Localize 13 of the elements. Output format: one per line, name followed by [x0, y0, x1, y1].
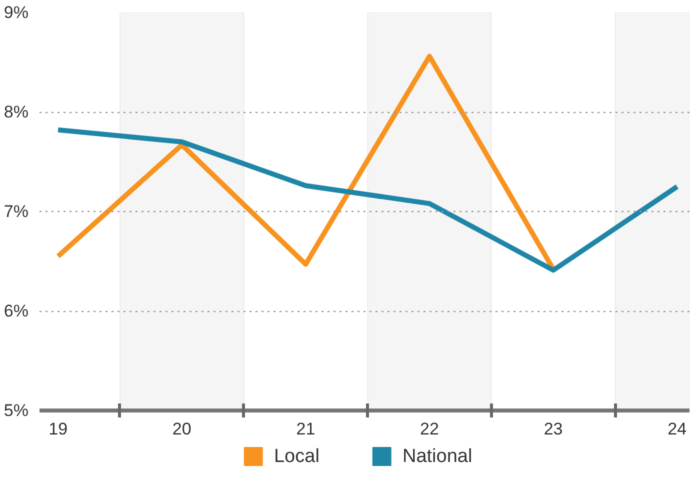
x-tick-label: 22 — [420, 420, 439, 438]
x-tick-label: 21 — [296, 420, 316, 438]
y-tick-label: 7% — [4, 202, 29, 221]
y-tick-label: 9% — [4, 3, 29, 22]
x-tick-label: 20 — [172, 420, 192, 438]
y-tick-label: 8% — [4, 102, 29, 122]
y-tick-label: 6% — [4, 302, 29, 320]
legend-label: Local — [274, 446, 320, 467]
legend-label: National — [402, 446, 472, 467]
y-tick-label: 5% — [4, 401, 29, 420]
x-tick-label: 19 — [48, 420, 68, 438]
x-tick-label: 24 — [668, 420, 687, 438]
x-tick-label: 23 — [544, 420, 563, 438]
